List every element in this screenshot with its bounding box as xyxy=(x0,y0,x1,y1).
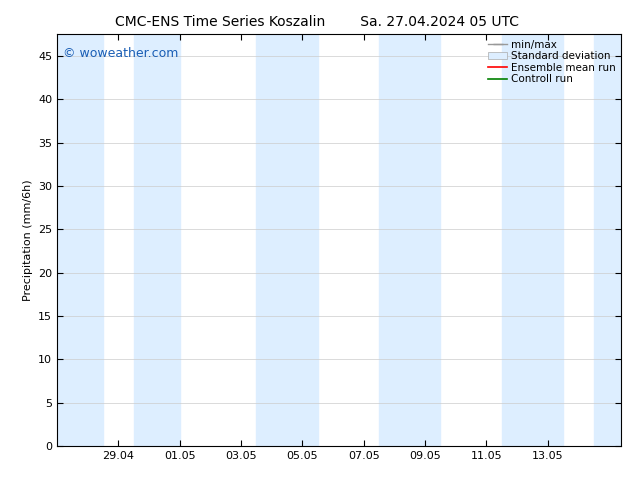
Bar xyxy=(134,34,179,446)
Bar xyxy=(379,34,441,446)
Bar xyxy=(256,34,318,446)
Bar xyxy=(57,34,103,446)
Y-axis label: Precipitation (mm/6h): Precipitation (mm/6h) xyxy=(23,179,32,301)
Bar xyxy=(501,34,563,446)
Bar xyxy=(593,34,621,446)
Legend: min/max, Standard deviation, Ensemble mean run, Controll run: min/max, Standard deviation, Ensemble me… xyxy=(486,37,618,86)
Text: © woweather.com: © woweather.com xyxy=(63,47,178,60)
Text: CMC-ENS Time Series Koszalin        Sa. 27.04.2024 05 UTC: CMC-ENS Time Series Koszalin Sa. 27.04.2… xyxy=(115,15,519,29)
